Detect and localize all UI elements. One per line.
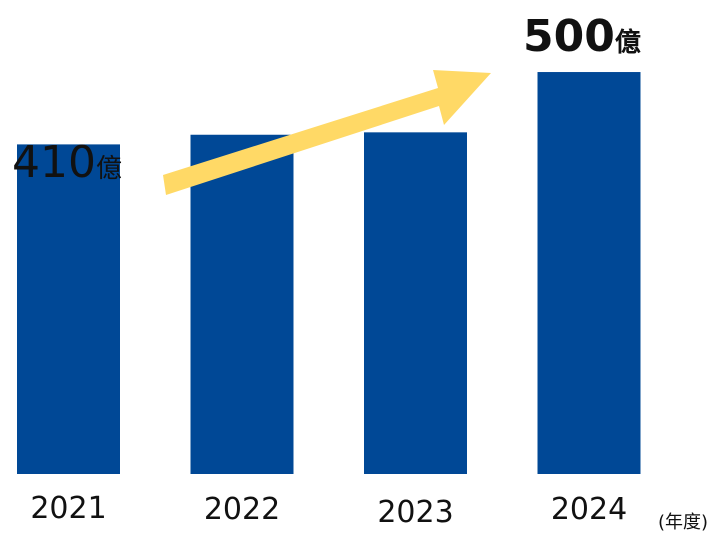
x-tick-2021: 2021 <box>30 491 106 526</box>
x-tick-2022: 2022 <box>204 492 280 527</box>
bar-2022 <box>190 134 294 474</box>
growth-arrow-icon <box>163 70 491 195</box>
bars-group <box>17 72 641 475</box>
x-tick-2023: 2023 <box>377 495 453 530</box>
x-axis-unit: (年度) <box>658 512 708 533</box>
data-label-2021: 410億 <box>12 137 122 188</box>
data-label-2024: 500億 <box>523 11 641 62</box>
x-axis-ticks: 2021 2022 2023 2024 <box>30 491 627 530</box>
bar-2021 <box>17 144 120 474</box>
data-label-2021-number: 410 <box>12 137 96 188</box>
data-label-2024-suffix: 億 <box>615 28 641 58</box>
x-tick-2024: 2024 <box>551 492 627 527</box>
data-label-2021-suffix: 億 <box>96 154 122 184</box>
data-label-2024-number: 500 <box>523 11 615 62</box>
bar-2023 <box>364 132 467 475</box>
bar-2024 <box>537 72 641 474</box>
